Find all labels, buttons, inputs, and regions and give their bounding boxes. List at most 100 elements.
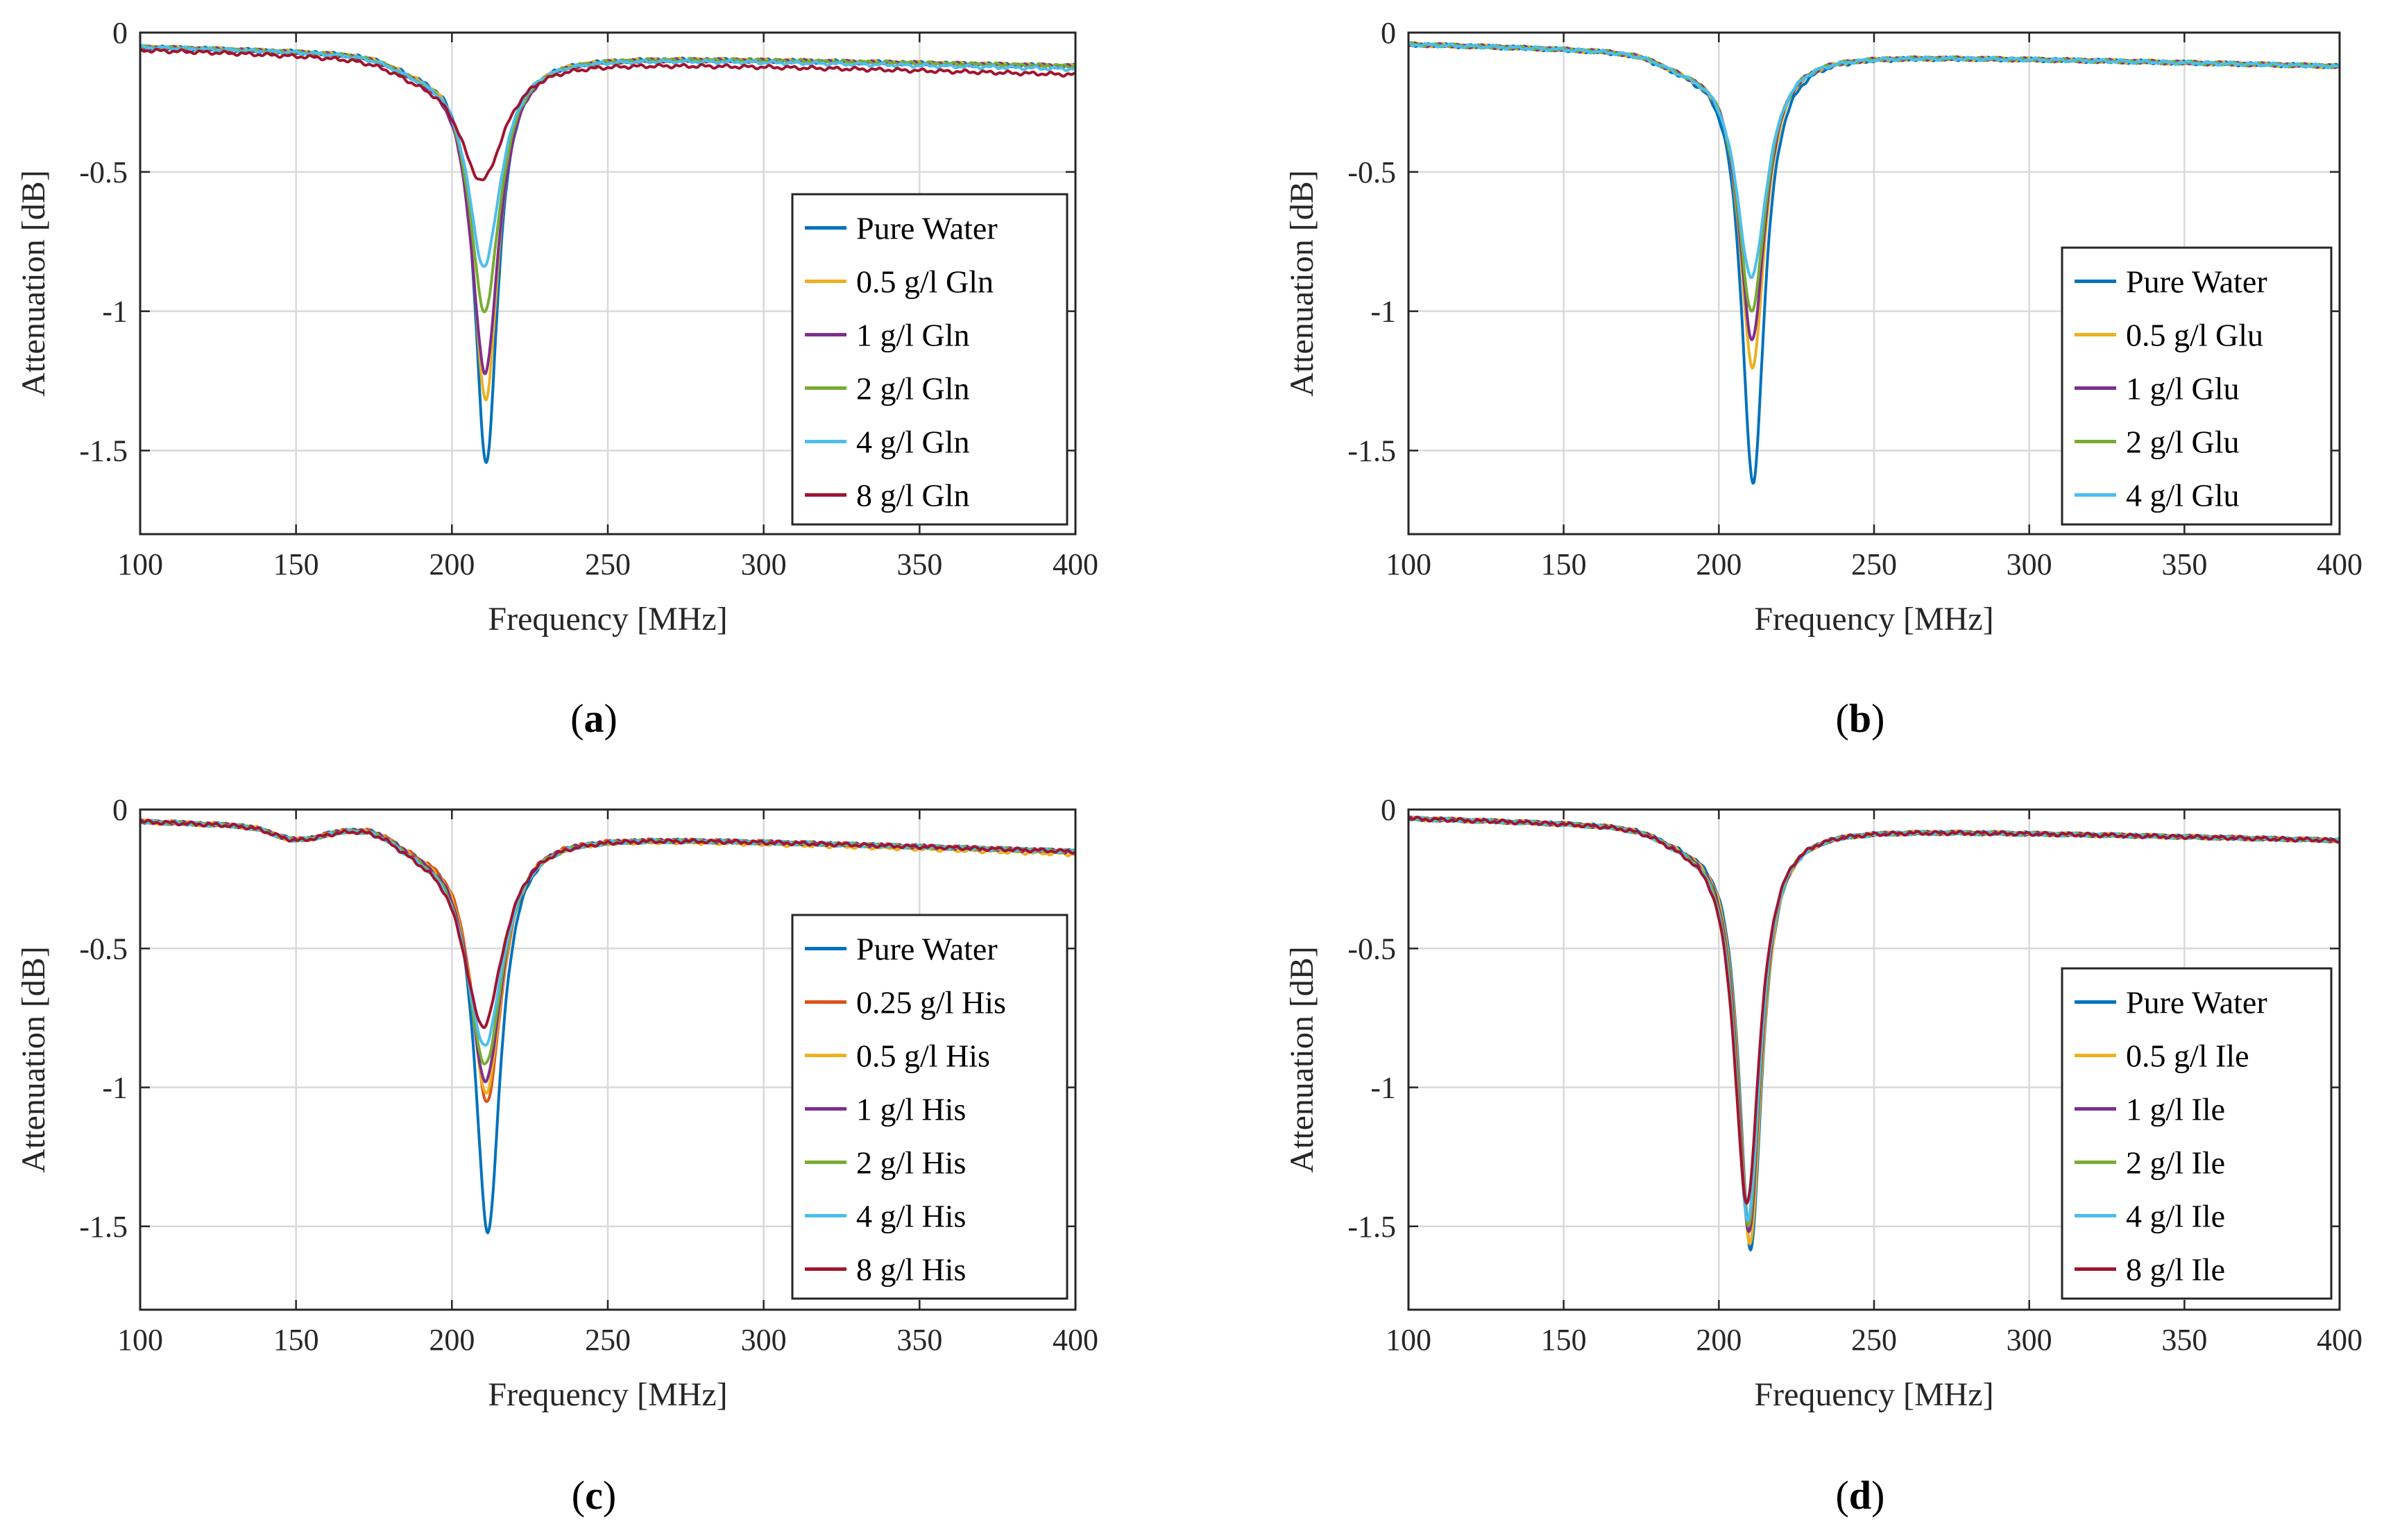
series-line [1408,815,2340,1205]
x-tick-label: 200 [1696,547,1742,581]
chart-panel-b: 100 150 200 250 300 350 400 0 -0.5 -1 -1.5 Frequenc… [1284,16,2362,741]
x-tick-label: 350 [896,1323,942,1357]
series-line [140,819,1075,1029]
x-tick-label: 300 [741,1323,787,1357]
legend-box [2061,967,2333,1300]
x-tick-label: 350 [2161,547,2207,581]
panel-label-close-paren: ) [604,696,618,741]
y-tick-label: -1 [102,295,128,329]
x-tick-label: 100 [117,1323,163,1357]
panel-label: (d) [1836,1473,1885,1518]
x-tick-label: 200 [1696,1323,1742,1357]
x-tick-label: 150 [273,1323,319,1357]
panel-label-open-paren: ( [570,696,584,741]
legend-entry-label: 2 g/l Ile [2126,1145,2225,1181]
legend-entry-label: 8 g/l Ile [2126,1252,2225,1287]
legend: Pure Water 0.5 g/l Gln 1 g/l Gln 2 g/l Gln 4… [791,193,1068,526]
x-axis-label: Frequency [MHz] [488,1376,727,1413]
y-tick-label: -1.5 [1347,1210,1396,1244]
legend-entry-label: 0.25 g/l His [856,985,1006,1020]
legend-entry-label: Pure Water [2126,264,2267,300]
x-tick-label: 300 [2007,547,2052,581]
x-tick-label: 150 [273,547,319,581]
x-tick-label: 250 [1851,1323,1897,1357]
y-tick-label: -0.5 [1347,155,1396,189]
legend-entry-label: 1 g/l His [856,1092,966,1127]
panel-label-letter: b [1849,696,1871,741]
x-tick-label: 300 [741,547,787,581]
series-line [1408,41,2340,280]
legend-box [791,193,1068,526]
y-tick-label: -1 [1370,1071,1396,1105]
panel-label-open-paren: ( [1836,1473,1849,1518]
y-tick-label: -1 [1370,295,1396,329]
legend-entry-label: Pure Water [2126,985,2267,1020]
y-axis-label: Attenuation [dB] [1284,170,1320,397]
legend-entry-label: 4 g/l Ile [2126,1199,2225,1234]
y-tick-label: -0.5 [79,932,128,966]
panel-label-open-paren: ( [1836,696,1849,741]
y-tick-label: 0 [1381,16,1396,50]
x-tick-label: 100 [117,547,163,581]
y-axis-label: Attenuation [dB] [1284,946,1320,1173]
series-line [140,44,1075,268]
legend-entry-label: 2 g/l Glu [2126,425,2240,460]
legend-entry-label: Pure Water [856,211,998,246]
panel-label-letter: d [1849,1473,1871,1518]
legend-entry-label: 1 g/l Ile [2126,1092,2225,1127]
legend-entry-label: 0.5 g/l Gln [856,264,994,300]
panel-label-close-paren: ) [1871,1473,1884,1518]
y-axis-label: Attenuation [dB] [15,170,52,397]
y-tick-label: -1.5 [1347,434,1396,468]
y-tick-label: -1.5 [79,1210,128,1244]
legend-entry-label: 8 g/l Gln [856,478,970,513]
x-tick-label: 400 [2317,1323,2362,1357]
legend: Pure Water 0.5 g/l Glu 1 g/l Glu 2 g/l Glu 4… [2061,246,2333,526]
x-axis-label: Frequency [MHz] [1754,1376,1993,1413]
legend-entry-label: 8 g/l His [856,1252,966,1287]
panel-label-open-paren: ( [572,1473,585,1518]
x-tick-label: 200 [429,547,475,581]
y-tick-label: 0 [112,793,128,827]
legend: Pure Water 0.25 g/l His 0.5 g/l His 1 g/l H… [791,914,1068,1300]
legend-entry-label: 2 g/l Gln [856,371,970,407]
chart-panel-a: 100 150 200 250 300 350 400 0 -0.5 -1 -1.5 Frequenc… [15,16,1098,741]
legend-entry-label: 4 g/l Glu [2126,478,2240,513]
panel-label: (c) [572,1473,616,1518]
x-tick-label: 150 [1541,1323,1587,1357]
panel-label-close-paren: ) [603,1473,616,1518]
x-tick-label: 250 [585,1323,631,1357]
legend-entry-label: 4 g/l His [856,1199,966,1234]
x-tick-label: 150 [1541,547,1587,581]
x-tick-label: 300 [2007,1323,2052,1357]
x-tick-label: 400 [1053,547,1098,581]
panel-label-close-paren: ) [1871,696,1884,741]
series-line [140,47,1075,182]
x-tick-label: 400 [2317,547,2362,581]
legend-entry-label: 0.5 g/l His [856,1038,990,1074]
y-tick-label: 0 [1381,793,1396,827]
legend-entry-label: 2 g/l His [856,1145,966,1181]
legend-entry-label: 0.5 g/l Glu [2126,318,2263,353]
x-tick-label: 250 [585,547,631,581]
x-tick-label: 200 [429,1323,475,1357]
panel-label: (a) [570,696,618,741]
x-axis-label: Frequency [MHz] [1754,601,1993,638]
x-axis-label: Frequency [MHz] [488,601,727,638]
y-tick-label: -1 [102,1071,128,1105]
y-tick-label: -0.5 [1347,932,1396,966]
legend-box [2061,246,2333,526]
chart-panel-d: 100 150 200 250 300 350 400 0 -0.5 -1 -1.5 Frequenc… [1284,793,2362,1518]
y-axis-label: Attenuation [dB] [15,946,52,1173]
y-tick-label: -1.5 [79,434,128,468]
panel-label: (b) [1836,696,1885,741]
x-tick-label: 350 [896,547,942,581]
legend-box [791,914,1068,1300]
legend: Pure Water 0.5 g/l Ile 1 g/l Ile 2 g/l Ile 4… [2061,967,2333,1300]
legend-entry-label: 4 g/l Gln [856,425,970,460]
x-tick-label: 250 [1851,547,1897,581]
legend-entry-label: 0.5 g/l Ile [2126,1038,2249,1074]
x-tick-label: 100 [1386,1323,1431,1357]
chart-panel-c: 100 150 200 250 300 350 400 0 -0.5 -1 -1.5 Frequenc… [15,793,1098,1518]
y-tick-label: 0 [112,16,128,50]
